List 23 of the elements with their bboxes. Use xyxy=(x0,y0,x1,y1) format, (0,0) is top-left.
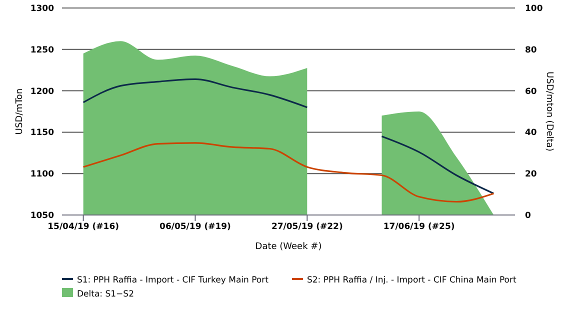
y2-axis-title: USD/mton (Delta) xyxy=(544,72,554,152)
y2-tick-label: 100 xyxy=(525,4,543,14)
line-series xyxy=(82,142,494,203)
x-axis-title: Date (Week #) xyxy=(255,242,322,252)
y-tick-label: 1250 xyxy=(30,45,54,56)
y-tick-label: 1100 xyxy=(30,170,54,180)
x-tick-label: 06/05/19 (#19) xyxy=(160,222,232,232)
y2-tick-label: 0 xyxy=(525,211,531,221)
x-tick-label: 27/05/19 (#22) xyxy=(271,222,343,232)
legend-label: S1: PPH Raffia - Import - CIF Turkey Main Port xyxy=(77,276,270,286)
legend-label: Delta: S1−S2 xyxy=(77,290,134,300)
y-tick-label: 1150 xyxy=(30,128,54,138)
y-tick-label: 1200 xyxy=(30,86,54,97)
y-tick-label: 1050 xyxy=(30,211,54,221)
legend-label: S2: PPH Raffia / Inj. - Import - CIF China Main Port xyxy=(307,276,517,286)
y-tick-label: 1300 xyxy=(30,4,54,14)
y2-tick-label: 20 xyxy=(525,170,537,180)
y2-tick-label: 80 xyxy=(525,45,537,56)
x-tick-label: 17/06/19 (#25) xyxy=(383,222,455,232)
y-axis-title: USD/mTon xyxy=(15,88,25,135)
x-tick-label: 15/04/19 (#16) xyxy=(48,222,120,232)
y2-tick-label: 40 xyxy=(525,128,537,138)
y2-tick-label: 60 xyxy=(525,86,537,97)
